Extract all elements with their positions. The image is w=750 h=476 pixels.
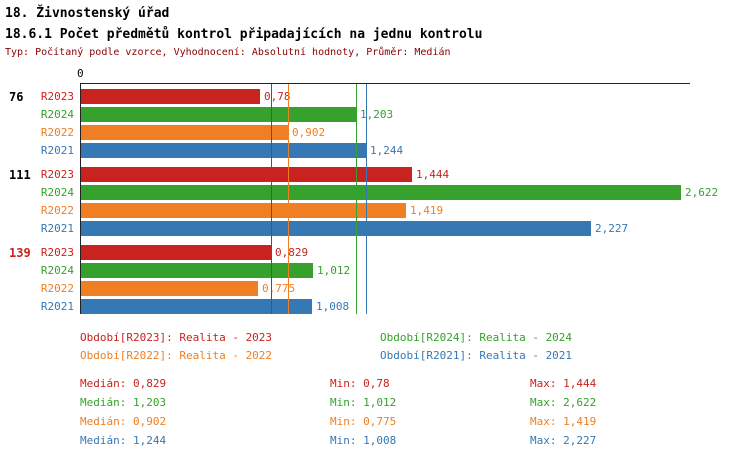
legend-item: Období[R2024]: Realita - 2024: [380, 331, 573, 344]
stat-min: Min: 0,775: [330, 415, 397, 428]
bar-row: R2021 1,244: [41, 143, 690, 158]
stat-min: Min: 1,012: [330, 396, 397, 409]
series-label: R2023: [40, 168, 74, 181]
bar-row: 76 R2023 0,78: [9, 89, 690, 104]
series-label: R2021: [40, 144, 74, 157]
value-bar: [81, 281, 258, 296]
median-line: [288, 84, 289, 314]
bar-value-label: 1,008: [316, 300, 350, 313]
series-label: R2023: [40, 246, 74, 259]
value-bar: [81, 125, 288, 140]
series-label: R2022: [40, 126, 74, 139]
median-line: [356, 84, 357, 314]
bar-value-label: 1,012: [317, 264, 351, 277]
chart-meta-line: Typ: Počítaný podle vzorce, Vyhodnocení:…: [5, 47, 451, 58]
stat-min: Min: 0,78: [330, 377, 390, 390]
median-line: [271, 84, 272, 314]
bar-value-label: 1,244: [370, 144, 404, 157]
stat-median: Medián: 0,902: [80, 415, 167, 428]
bar-row: R2022 0,775: [41, 281, 690, 296]
bar-row: R2024 1,203: [41, 107, 690, 122]
bar-row: R2024 1,012: [41, 263, 690, 278]
bar-value-label: 0,902: [292, 126, 326, 139]
value-bar: [81, 89, 260, 104]
stat-min: Min: 1,008: [330, 434, 397, 447]
group-label: 76: [9, 89, 24, 104]
bar-value-label: 1,444: [416, 168, 450, 181]
stat-max: Max: 1,444: [530, 377, 597, 390]
value-bar: [81, 221, 591, 236]
bar-row: R2021 2,227: [41, 221, 690, 236]
group-label: 139: [9, 245, 31, 260]
stats-table: Medián: 0,829 Min: 0,78 Max: 1,444 Mediá…: [80, 377, 750, 447]
bar-chart: 0 76 R2023 0,78 R2024 1,203 R2022 0,902 …: [9, 67, 718, 314]
series-label: R2022: [40, 282, 74, 295]
stat-max: Max: 2,622: [530, 396, 597, 409]
series-label: R2024: [40, 264, 74, 277]
bar-value-label: 1,203: [360, 108, 394, 121]
series-label: R2024: [40, 186, 74, 199]
median-line: [366, 84, 367, 314]
value-bar: [81, 245, 271, 260]
value-bar: [81, 167, 412, 182]
axis-origin-label: 0: [77, 67, 84, 80]
stat-median: Medián: 1,244: [80, 434, 167, 447]
legend-item: Období[R2021]: Realita - 2021: [380, 349, 573, 362]
bar-value-label: 2,227: [595, 222, 629, 235]
series-label: R2022: [40, 204, 74, 217]
bar-row: R2022 1,419: [41, 203, 690, 218]
series-label: R2021: [40, 300, 74, 313]
group-label: 111: [9, 167, 31, 182]
value-bar: [81, 185, 681, 200]
bar-value-label: 2,622: [685, 186, 719, 199]
bar-group: 111 R2023 1,444 R2024 2,622 R2022 1,419 …: [9, 167, 718, 236]
page-subtitle: 18.6.1 Počet předmětů kontrol připadajíc…: [5, 27, 483, 42]
bar-row: 111 R2023 1,444: [9, 167, 690, 182]
value-bar: [81, 143, 366, 158]
legend-item: Období[R2023]: Realita - 2023: [80, 331, 273, 344]
series-label: R2024: [40, 108, 74, 121]
stat-median: Medián: 0,829: [80, 377, 167, 390]
bar-row: R2022 0,902: [41, 125, 690, 140]
bar-row: R2024 2,622: [41, 185, 718, 200]
series-label: R2023: [40, 90, 74, 103]
bar-group: 139 R2023 0,829 R2024 1,012 R2022 0,775 …: [9, 245, 690, 314]
bar-value-label: 0,775: [262, 282, 296, 295]
stat-median: Medián: 1,203: [80, 396, 167, 409]
value-bar: [81, 107, 356, 122]
bar-group: 76 R2023 0,78 R2024 1,203 R2022 0,902 R2…: [9, 89, 690, 158]
bar-value-label: 1,419: [410, 204, 444, 217]
page-header: 18. Živnostenský úřad 18.6.1 Počet předm…: [0, 0, 750, 58]
legend-item: Období[R2022]: Realita - 2022: [80, 349, 273, 362]
value-bar: [81, 299, 312, 314]
stat-max: Max: 2,227: [530, 434, 597, 447]
value-bar: [81, 203, 406, 218]
series-label: R2021: [40, 222, 74, 235]
bar-value-label: 0,78: [264, 90, 291, 103]
page-title: 18. Živnostenský úřad: [5, 6, 170, 21]
bar-row: 139 R2023 0,829: [9, 245, 690, 260]
legend: Období[R2023]: Realita - 2023 Období[R20…: [80, 331, 750, 362]
bar-value-label: 0,829: [275, 246, 309, 259]
bar-row: R2021 1,008: [41, 299, 690, 314]
stat-max: Max: 1,419: [530, 415, 597, 428]
value-bar: [81, 263, 313, 278]
